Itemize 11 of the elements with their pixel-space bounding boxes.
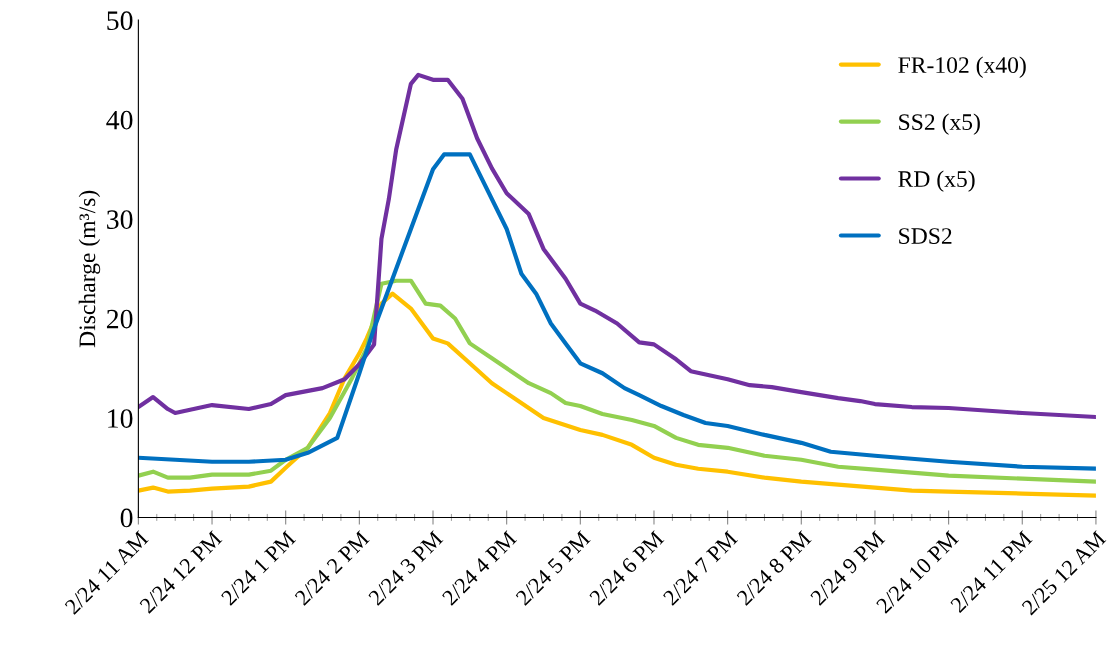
- y-tick-label: 0: [120, 508, 133, 528]
- y-tick-label: 20: [106, 309, 133, 329]
- legend-label: SDS2: [899, 228, 952, 245]
- y-axis-title: Discharge (m³/s): [78, 190, 101, 348]
- legend-label: RD (x5): [898, 170, 975, 192]
- legend-label: SS2 (x5): [899, 113, 980, 135]
- legend-label: FR-102 (x40): [898, 56, 1026, 78]
- y-tick-label: 50: [107, 11, 133, 31]
- y-tick-label: 10: [108, 409, 133, 428]
- y-tick-label: 30: [107, 210, 133, 229]
- y-tick-label: 40: [106, 110, 133, 130]
